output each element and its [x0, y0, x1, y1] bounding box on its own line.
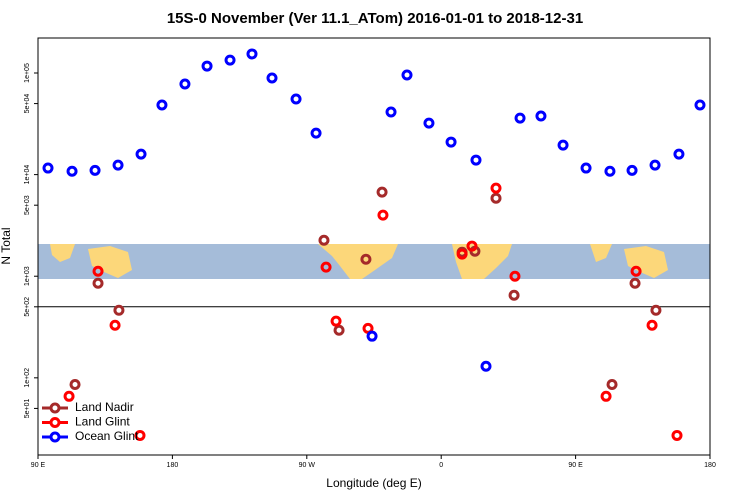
map-strip	[38, 244, 710, 279]
point	[423, 117, 435, 129]
point	[66, 165, 78, 177]
legend-label: Land Glint	[75, 415, 130, 429]
point	[535, 110, 547, 122]
chart-title: 15S-0 November (Ver 11.1_ATom) 2016-01-0…	[167, 10, 583, 27]
point	[330, 315, 342, 327]
y-tick-label: 1e+03	[24, 266, 31, 286]
point	[134, 429, 146, 441]
point	[650, 304, 662, 316]
y-tick-label: 1e+04	[24, 165, 31, 185]
x-tick-label: 90 E	[31, 462, 46, 469]
point	[266, 72, 278, 84]
x-tick-label: 90 E	[568, 462, 583, 469]
point	[445, 136, 457, 148]
x-axis-label: Longitude (deg E)	[326, 476, 421, 490]
point	[318, 234, 330, 246]
point	[606, 378, 618, 390]
point	[109, 319, 121, 331]
point	[224, 54, 236, 66]
point	[508, 289, 520, 301]
y-tick-label: 1e+02	[24, 368, 31, 388]
point	[320, 261, 332, 273]
point	[362, 322, 374, 334]
point	[89, 164, 101, 176]
y-tick-label: 5e+04	[24, 94, 31, 114]
legend-marker	[49, 431, 61, 443]
point	[490, 192, 502, 204]
point	[333, 324, 345, 336]
y-axis-label: N Total	[0, 227, 13, 264]
point	[113, 304, 125, 316]
x-tick-label: 180	[167, 462, 179, 469]
point	[630, 265, 642, 277]
x-tick-label: 180	[704, 462, 716, 469]
point	[179, 78, 191, 90]
point	[646, 319, 658, 331]
point	[376, 186, 388, 198]
point	[604, 165, 616, 177]
point	[310, 127, 322, 139]
point	[470, 154, 482, 166]
point	[112, 159, 124, 171]
y-tick-label: 5e+03	[24, 195, 31, 215]
point	[509, 270, 521, 282]
y-tick-label: 5e+02	[24, 297, 31, 317]
point	[649, 159, 661, 171]
point	[514, 112, 526, 124]
point	[490, 182, 502, 194]
point	[377, 209, 389, 221]
point	[246, 48, 258, 60]
y-tick-label: 5e+01	[24, 398, 31, 418]
point	[480, 360, 492, 372]
point	[290, 93, 302, 105]
point	[580, 162, 592, 174]
point	[466, 240, 478, 252]
legend-marker	[49, 402, 61, 414]
point	[366, 330, 378, 342]
point	[135, 148, 147, 160]
point	[63, 390, 75, 402]
point	[673, 148, 685, 160]
point	[600, 390, 612, 402]
point	[360, 253, 372, 265]
point	[557, 139, 569, 151]
point	[92, 265, 104, 277]
legend-marker	[49, 417, 61, 428]
point	[69, 378, 81, 390]
y-tick-label: 1e+05	[24, 63, 31, 83]
point	[42, 162, 54, 174]
point	[629, 277, 641, 289]
x-tick-label: 0	[439, 462, 443, 469]
legend-label: Land Nadir	[75, 400, 134, 414]
point	[201, 60, 213, 72]
point	[671, 429, 683, 441]
x-tick-label: 90 W	[299, 462, 316, 469]
plot-frame	[37, 37, 711, 456]
legend-label: Ocean Glint	[75, 429, 139, 443]
point	[156, 99, 168, 111]
point	[626, 164, 638, 176]
point	[92, 277, 104, 289]
point	[694, 99, 706, 111]
point	[456, 248, 468, 260]
point	[401, 69, 413, 81]
point	[385, 106, 397, 118]
